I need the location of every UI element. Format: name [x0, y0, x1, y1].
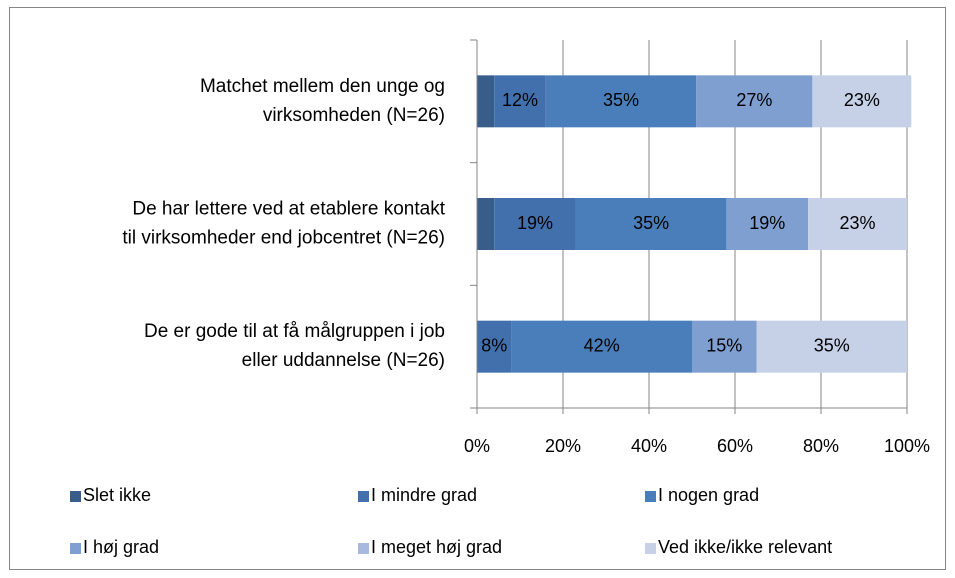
- bar-segment: [494, 75, 546, 128]
- x-tick-label: 40%: [631, 436, 667, 456]
- value-label: 19%: [517, 213, 553, 233]
- x-tick-label: 60%: [717, 436, 753, 456]
- value-label: 8%: [481, 335, 507, 355]
- category-label: De har lettere ved at etablere kontakt: [132, 199, 445, 220]
- value-label: 27%: [736, 90, 772, 110]
- value-label: 12%: [502, 90, 538, 110]
- x-tick-label: 0%: [464, 436, 490, 456]
- value-label: 23%: [840, 213, 876, 233]
- bar-segment: [726, 198, 809, 250]
- bar-segment: [696, 75, 813, 128]
- bar-segment: [477, 75, 495, 128]
- value-label: 15%: [706, 335, 742, 355]
- category-label: De er gode til at få målgruppen i job: [144, 321, 445, 342]
- x-tick-label: 20%: [545, 436, 581, 456]
- legend-swatch: [645, 543, 656, 554]
- legend-label: Slet ikke: [83, 485, 151, 505]
- legend-swatch: [358, 543, 369, 554]
- legend-swatch: [70, 543, 81, 554]
- bar-segment: [575, 198, 727, 250]
- bar-segment: [692, 320, 757, 373]
- x-tick-label: 80%: [803, 436, 839, 456]
- bar-segment: [756, 320, 907, 373]
- legend-label: I meget høj grad: [371, 537, 502, 557]
- bar-segment: [494, 198, 576, 250]
- legend-swatch: [70, 491, 81, 502]
- value-label: 19%: [749, 213, 785, 233]
- value-label: 42%: [584, 335, 620, 355]
- legend-label: I høj grad: [83, 537, 159, 557]
- legend-label: I mindre grad: [371, 485, 477, 505]
- category-label: til virksomheder end jobcentret (N=26): [122, 228, 445, 249]
- value-label: 23%: [844, 90, 880, 110]
- bar-segment: [545, 75, 697, 128]
- bar-segment: [477, 198, 495, 250]
- value-label: 35%: [603, 90, 639, 110]
- legend-label: I nogen grad: [658, 485, 759, 505]
- bar-segment: [812, 75, 912, 128]
- category-label: eller uddannelse (N=26): [242, 350, 445, 371]
- category-label: Matchet mellem den unge og: [200, 76, 445, 97]
- value-label: 35%: [633, 213, 669, 233]
- bar-segment: [511, 320, 692, 373]
- category-label: virksomheden (N=26): [263, 105, 445, 126]
- bar-segment: [808, 198, 907, 250]
- legend-swatch: [645, 491, 656, 502]
- legend-swatch: [358, 491, 369, 502]
- x-tick-label: 100%: [884, 436, 930, 456]
- legend-label: Ved ikke/ikke relevant: [658, 537, 832, 557]
- bar-segment: [477, 320, 512, 373]
- value-label: 35%: [814, 335, 850, 355]
